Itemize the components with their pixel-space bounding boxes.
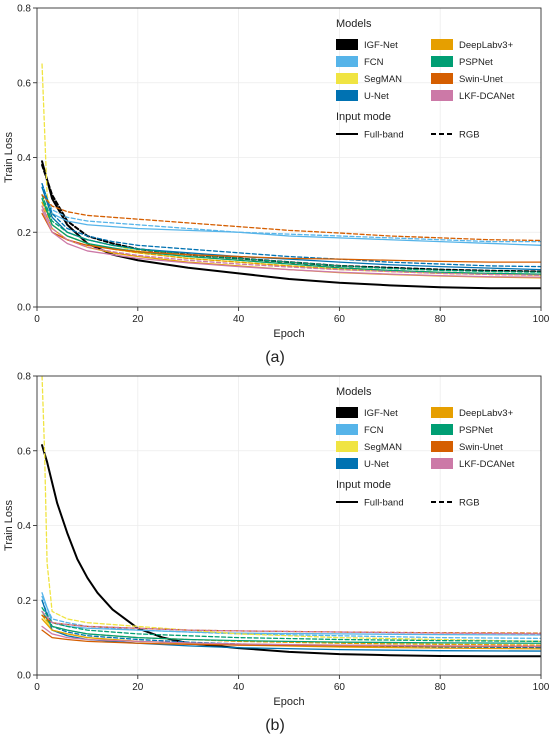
legend-label-deeplabv3-: DeepLabv3+ <box>459 408 514 419</box>
series-line-lkf-dcanet-solid <box>41 625 541 647</box>
y-tick-label: 0.4 <box>17 153 31 164</box>
legend-label-lkf-dcanet: LKF-DCANet <box>459 91 515 102</box>
y-axis-title: Train Loss <box>3 132 15 183</box>
series-line-pspnet-solid <box>41 197 541 275</box>
series-group <box>41 63 541 290</box>
legend-swatch-igf-net <box>336 407 358 418</box>
legend-label-u-net: U-Net <box>364 91 389 102</box>
panel-label: (b) <box>265 717 285 734</box>
series-line-fcn-dashed <box>41 595 541 640</box>
legend-label-swin-unet: Swin-Unet <box>459 442 503 453</box>
legend-label-segman: SegMAN <box>364 74 402 85</box>
legend-swatch-swin-unet <box>431 73 453 84</box>
legend-swatch-deeplabv3- <box>431 407 453 418</box>
legend-label-segman: SegMAN <box>364 442 402 453</box>
series-line-fcn-dashed <box>41 186 541 243</box>
legend-label-u-net: U-Net <box>364 459 389 470</box>
legend-swatch-u-net <box>336 90 358 101</box>
legend-label-pspnet: PSPNet <box>459 425 493 436</box>
panel-label: (a) <box>265 349 285 366</box>
legend-swatch-fcn <box>336 424 358 435</box>
x-axis-title: Epoch <box>273 328 304 340</box>
series-line-segman-dashed <box>41 376 541 643</box>
x-tick-label: 60 <box>334 682 346 693</box>
y-tick-label: 0.2 <box>17 228 31 239</box>
legend-models-title: Models <box>336 386 372 398</box>
x-tick-label: 80 <box>435 682 447 693</box>
legend-swatch-segman <box>336 73 358 84</box>
legend-swatch-u-net <box>336 458 358 469</box>
x-tick-label: 40 <box>233 682 245 693</box>
legend-label-igf-net: IGF-Net <box>364 40 398 51</box>
y-tick-label: 0.8 <box>17 372 31 383</box>
y-tick-label: 0.8 <box>17 4 31 15</box>
legend-swatch-lkf-dcanet <box>431 458 453 469</box>
x-tick-label: 60 <box>334 314 346 325</box>
legend-swatch-igf-net <box>336 39 358 50</box>
legend-mode-label-rgb: RGB <box>459 498 480 509</box>
legend-models-title: Models <box>336 18 372 30</box>
y-axis-title: Train Loss <box>3 500 15 551</box>
legend: Models IGF-Net FCN SegMAN U-Net DeepLabv3+ PSP… <box>336 386 515 509</box>
series-line-pspnet-solid <box>41 610 541 644</box>
y-tick-label: 0.0 <box>17 303 31 314</box>
legend-label-pspnet: PSPNet <box>459 57 493 68</box>
legend-swatch-pspnet <box>431 424 453 435</box>
y-tick-label: 0.0 <box>17 671 31 682</box>
legend-swatch-deeplabv3- <box>431 39 453 50</box>
legend-swatch-lkf-dcanet <box>431 90 453 101</box>
legend-label-igf-net: IGF-Net <box>364 408 398 419</box>
y-tick-label: 0.4 <box>17 521 31 532</box>
x-axis-title: Epoch <box>273 696 304 708</box>
legend-label-swin-unet: Swin-Unet <box>459 74 503 85</box>
series-line-u-net-solid <box>41 186 541 271</box>
series-line-lkf-dcanet-dashed <box>41 610 541 635</box>
series-line-pspnet-dashed <box>41 194 541 273</box>
legend-label-fcn: FCN <box>364 425 384 436</box>
x-tick-label: 0 <box>34 682 40 693</box>
series-line-igf-net-solid <box>41 160 541 290</box>
chart-panel-b: 0 20 40 60 80 100 0.0 0.2 0.4 0.6 0.8 Epoch Train Lo… <box>3 372 550 735</box>
series-line-u-net-solid <box>41 599 541 652</box>
legend-input-mode-title: Input mode <box>336 479 391 491</box>
legend-mode-label-full-band: Full-band <box>364 498 404 509</box>
legend-mode-label-full-band: Full-band <box>364 130 404 141</box>
legend-input-mode-title: Input mode <box>336 111 391 123</box>
y-tick-label: 0.2 <box>17 596 31 607</box>
x-tick-label: 100 <box>533 314 550 325</box>
legend-swatch-pspnet <box>431 56 453 67</box>
series-line-lkf-dcanet-solid <box>41 209 541 278</box>
x-tick-label: 40 <box>233 314 245 325</box>
x-tick-label: 80 <box>435 314 447 325</box>
legend-label-fcn: FCN <box>364 57 384 68</box>
chart-panel-a: 0 20 40 60 80 100 0.0 0.2 0.4 0.6 0.8 Epoch Train Lo… <box>3 4 550 367</box>
series-line-pspnet-dashed <box>41 607 541 643</box>
y-tick-label: 0.6 <box>17 446 31 457</box>
series-line-u-net-dashed <box>41 183 541 268</box>
x-tick-label: 20 <box>132 314 144 325</box>
series-line-fcn-solid <box>41 183 541 246</box>
legend-label-deeplabv3-: DeepLabv3+ <box>459 40 514 51</box>
series-group <box>41 376 541 658</box>
x-tick-label: 0 <box>34 314 40 325</box>
legend-label-lkf-dcanet: LKF-DCANet <box>459 459 515 470</box>
legend-mode-label-rgb: RGB <box>459 130 480 141</box>
x-tick-label: 100 <box>533 682 550 693</box>
legend-swatch-fcn <box>336 56 358 67</box>
legend: Models IGF-Net FCN SegMAN U-Net DeepLabv3+ PSP… <box>336 18 515 141</box>
y-tick-label: 0.6 <box>17 78 31 89</box>
series-line-lkf-dcanet-dashed <box>41 205 541 276</box>
legend-swatch-segman <box>336 441 358 452</box>
x-tick-label: 20 <box>132 682 144 693</box>
series-line-swin-unet-dashed <box>41 194 541 242</box>
legend-swatch-swin-unet <box>431 441 453 452</box>
